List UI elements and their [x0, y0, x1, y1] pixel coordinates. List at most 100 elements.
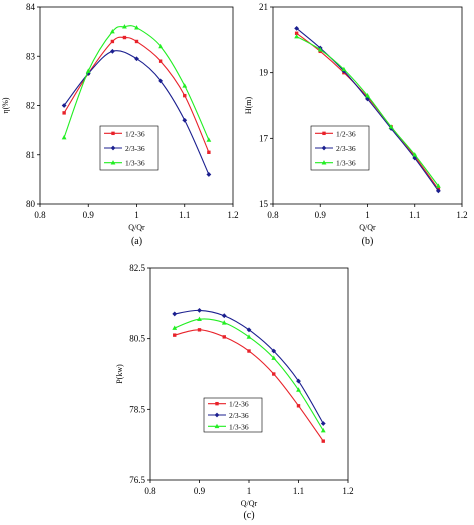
x-tick-label: 0.9 — [194, 486, 206, 496]
legend-marker — [110, 160, 116, 165]
data-point — [271, 355, 277, 360]
data-point — [134, 25, 139, 30]
data-point — [365, 96, 370, 102]
legend-marker — [214, 423, 220, 429]
panel-label: (a) — [131, 236, 142, 247]
data-point — [296, 404, 301, 408]
data-point — [221, 320, 227, 325]
y-tick-label: 76.5 — [129, 475, 145, 485]
data-point — [85, 68, 91, 73]
chart-panel-a: 0.8 0.9 1 1.1 1.2 80 81 82 83 84 Q/Qr η(%) (a) 1/2-36… — [1, 2, 239, 247]
y-axis-label: η(%) — [1, 97, 10, 114]
legend-label: 1/2-36 — [125, 129, 145, 138]
y-tick-label: 21 — [259, 2, 268, 12]
legend-label: 1/3-36 — [336, 159, 356, 168]
y-tick-label: 15 — [259, 199, 269, 209]
data-point — [134, 56, 139, 62]
data-point — [109, 48, 115, 54]
data-point — [109, 29, 115, 34]
data-point — [296, 378, 301, 384]
legend-label: 1/2-36 — [229, 400, 249, 409]
y-tick-label: 83 — [26, 51, 36, 61]
legend-marker — [322, 131, 326, 136]
data-point — [294, 33, 300, 39]
series-2-3-36 — [172, 308, 326, 426]
data-point — [246, 334, 252, 339]
data-point — [158, 43, 164, 49]
x-tick-label: 0.9 — [83, 210, 95, 220]
data-point — [172, 311, 178, 317]
y-tick-label: 78.5 — [129, 404, 145, 414]
series-1-3-36 — [61, 24, 212, 142]
panel-label: (c) — [243, 510, 254, 521]
data-point — [182, 83, 188, 88]
legend-marker — [321, 160, 327, 165]
data-point — [317, 47, 323, 52]
data-point — [272, 372, 276, 376]
data-point — [61, 103, 67, 108]
x-tick-label: 0.8 — [267, 210, 279, 220]
legend-label: 1/2-36 — [336, 129, 356, 138]
data-point — [222, 335, 226, 339]
data-point — [221, 313, 227, 319]
y-tick-label: 81 — [26, 150, 35, 160]
panel-label: (b) — [362, 236, 374, 247]
data-point — [197, 316, 202, 322]
y-tick-label: 19 — [259, 68, 269, 78]
data-point — [320, 421, 326, 426]
legend-label: 2/3-36 — [336, 144, 356, 153]
data-point — [321, 439, 325, 443]
data-point — [294, 25, 300, 31]
series-1-3-36 — [294, 33, 441, 188]
data-point — [182, 117, 188, 123]
data-point — [412, 152, 418, 157]
data-point — [296, 387, 301, 392]
legend: 1/2-36 2/3-36 1/3-36 — [310, 125, 370, 171]
chart-panel-b: 0.8 0.9 1 1.1 1.2 15 17 19 21 Q/Qr H(m) (b) 1/2-36 2/… — [244, 2, 468, 247]
y-tick-label: 82.5 — [129, 263, 145, 273]
data-point — [197, 308, 202, 313]
data-point — [197, 328, 202, 332]
x-tick-label: 1 — [134, 210, 139, 220]
data-point — [271, 348, 277, 354]
y-tick-label: 17 — [259, 133, 269, 143]
y-axis-label: P(kw) — [115, 364, 124, 384]
y-tick-label: 84 — [26, 2, 36, 12]
y-tick-label: 80 — [26, 199, 36, 209]
chart-panel-c: 0.8 0.9 1 1.1 1.2 76.5 78.5 80.5 82.5 Q/Qr P(kw) (c… — [115, 263, 354, 521]
data-point — [341, 66, 347, 72]
x-tick-label: 1 — [247, 486, 252, 496]
legend: 1/2-36 2/3-36 1/3-36 — [99, 125, 159, 171]
x-tick-label: 1.2 — [227, 210, 238, 220]
data-point — [246, 327, 252, 333]
x-tick-label: 0.8 — [144, 486, 156, 496]
data-point — [172, 325, 178, 330]
x-tick-label: 1.1 — [409, 210, 420, 220]
data-point — [294, 31, 299, 35]
x-tick-label: 1 — [365, 210, 370, 220]
data-point — [134, 39, 139, 44]
data-point — [247, 349, 251, 353]
data-point — [388, 124, 394, 129]
x-axis-label: Q/Qr — [128, 223, 145, 232]
legend-marker — [110, 145, 116, 151]
legend-label: 1/3-36 — [229, 422, 249, 431]
legend-marker — [215, 401, 219, 406]
data-point — [183, 93, 187, 98]
y-tick-label: 80.5 — [129, 334, 145, 344]
x-tick-label: 0.8 — [34, 210, 46, 220]
x-tick-label: 1.1 — [293, 486, 304, 496]
x-axis-label: Q/Qr — [359, 223, 376, 232]
series-1-3-36 — [172, 316, 326, 433]
data-point — [206, 137, 212, 142]
data-point — [207, 150, 211, 154]
y-tick-label: 82 — [26, 101, 35, 111]
legend-label: 1/3-36 — [125, 159, 145, 168]
legend: 1/2-36 2/3-36 1/3-36 — [203, 397, 263, 433]
legend-marker — [214, 412, 220, 418]
data-point — [122, 35, 127, 40]
series-1-2-36 — [173, 328, 325, 443]
data-point — [62, 111, 66, 115]
data-point — [110, 39, 115, 44]
